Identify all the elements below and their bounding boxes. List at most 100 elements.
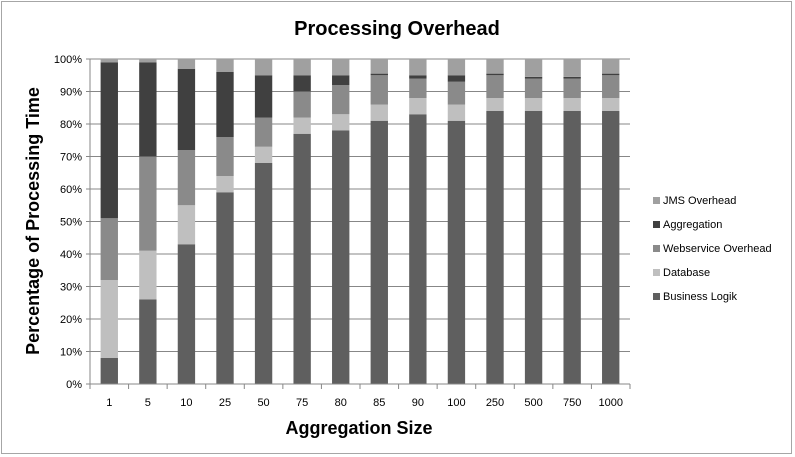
y-axis-ticks: 0% 10% 20% 30% 40% 50% 60% 70% 80% 90% 100%	[54, 54, 90, 391]
x-tick-label: 25	[219, 397, 231, 409]
y-tick-label: 70%	[60, 152, 82, 164]
legend-label: Business Logik	[663, 291, 737, 303]
x-tick-label: 1	[106, 397, 112, 409]
legend-swatch	[653, 269, 660, 276]
bar-segment	[254, 59, 273, 76]
bar-segment	[486, 75, 504, 98]
chart-title: Processing Overhead	[294, 18, 500, 40]
bar-segment	[216, 176, 234, 193]
bar-segment	[100, 62, 118, 219]
y-tick-label: 20%	[60, 314, 82, 326]
y-tick-label: 80%	[60, 119, 82, 131]
bar-segment	[409, 75, 427, 79]
bar-segment	[409, 59, 427, 76]
bar-segment	[100, 280, 118, 358]
bar-segment	[177, 59, 196, 69]
bar-segment	[524, 98, 543, 111]
bar-segment	[486, 59, 504, 74]
bar-segment	[447, 104, 466, 121]
x-tick-label: 75	[296, 397, 308, 409]
bar-segment	[100, 59, 118, 63]
legend-swatch	[653, 245, 660, 252]
bar-segment	[524, 78, 543, 98]
x-tick-label: 80	[335, 397, 347, 409]
bar-segment	[409, 114, 427, 384]
x-tick-label: 85	[373, 397, 385, 409]
bar-segment	[139, 59, 157, 63]
x-tick-label: 100	[447, 397, 465, 409]
x-tick-label: 90	[412, 397, 424, 409]
bar-segment	[139, 62, 157, 157]
bars	[100, 59, 620, 384]
bar-segment	[139, 156, 157, 251]
bar-segment	[332, 59, 350, 76]
y-tick-label: 60%	[60, 184, 82, 196]
bar-segment	[100, 218, 118, 280]
legend-label: Aggregation	[663, 219, 722, 231]
bar-segment	[602, 98, 620, 111]
legend-label: Webservice Overhead	[663, 243, 772, 255]
x-tick-label: 500	[524, 397, 542, 409]
bar-segment	[254, 163, 273, 384]
bar-segment	[563, 76, 581, 79]
bar-segment	[563, 111, 581, 384]
bar-segment	[563, 98, 581, 111]
bar-segment	[370, 73, 388, 76]
bar-segment	[524, 76, 543, 79]
bar-segment	[447, 81, 466, 105]
bar-segment	[370, 75, 388, 105]
bar-segment	[524, 59, 543, 77]
bar-segment	[447, 75, 466, 82]
bar-segment	[332, 85, 350, 115]
bar-segment	[216, 192, 234, 384]
x-tick-label: 50	[257, 397, 269, 409]
bar-segment	[254, 75, 273, 118]
bar-segment	[254, 117, 273, 147]
legend-label: JMS Overhead	[663, 195, 736, 207]
bar-segment	[409, 98, 427, 115]
bar-segment	[293, 117, 311, 134]
bar-segment	[177, 205, 196, 245]
bar-segment	[602, 59, 620, 74]
bar-segment	[563, 59, 581, 77]
x-axis-ticks: 1 5 10 25 50 75 80 85 90 100 250 500 750 1000	[89, 384, 631, 409]
y-tick-label: 10%	[60, 347, 82, 359]
bar-segment	[602, 111, 620, 384]
bar-segment	[370, 59, 388, 74]
bar-segment	[177, 244, 196, 384]
bar-segment	[447, 59, 466, 76]
bar-segment	[216, 72, 234, 137]
y-tick-label: 90%	[60, 87, 82, 99]
bar-segment	[602, 75, 620, 98]
y-tick-label: 50%	[60, 217, 82, 229]
bar-segment	[447, 120, 466, 384]
legend-swatch	[653, 221, 660, 228]
bar-segment	[216, 137, 234, 176]
bar-segment	[486, 111, 504, 384]
y-tick-label: 100%	[54, 54, 82, 66]
bar-segment	[139, 250, 157, 300]
x-tick-label: 250	[486, 397, 504, 409]
bar-segment	[293, 75, 311, 92]
x-tick-label: 750	[563, 397, 581, 409]
bar-segment	[293, 133, 311, 384]
bar-segment	[332, 75, 350, 85]
bar-segment	[293, 59, 311, 76]
y-tick-label: 40%	[60, 249, 82, 261]
bar-segment	[139, 299, 157, 384]
y-tick-label: 0%	[66, 379, 82, 391]
legend-label: Database	[663, 267, 710, 279]
x-tick-label: 5	[145, 397, 151, 409]
gridlines	[90, 58, 630, 385]
bar-segment	[332, 114, 350, 131]
bar-segment	[254, 146, 273, 163]
bar-segment	[524, 111, 543, 384]
legend-swatch	[653, 197, 660, 204]
bar-segment	[486, 73, 504, 76]
bar-segment	[602, 73, 620, 76]
legend-swatch	[653, 293, 660, 300]
bar-segment	[216, 59, 234, 72]
y-tick-label: 30%	[60, 282, 82, 294]
